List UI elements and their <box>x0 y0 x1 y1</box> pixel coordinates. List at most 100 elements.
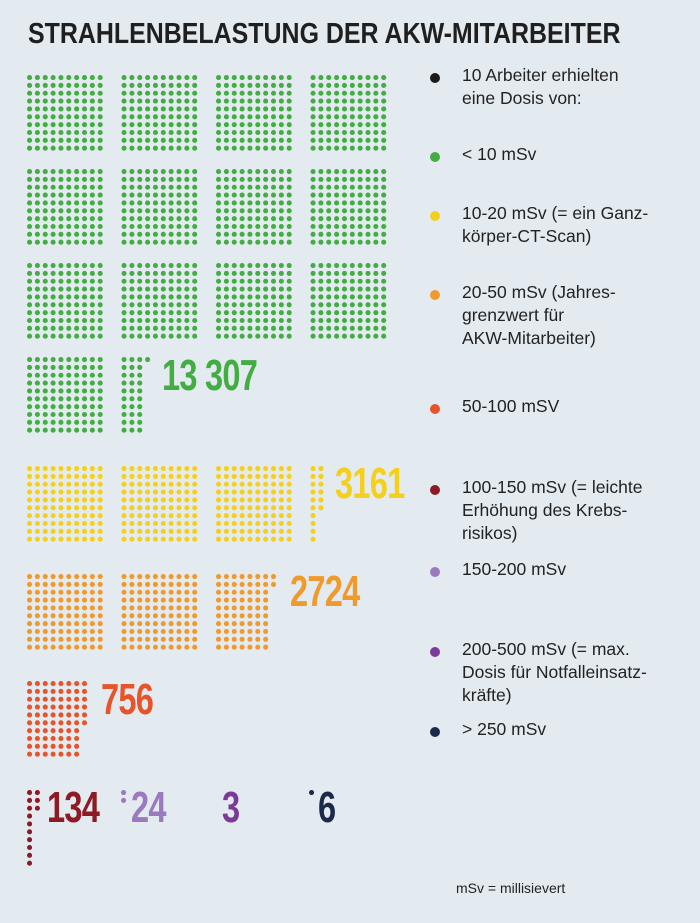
dot-cat-3 <box>34 751 40 757</box>
dot-cat-0 <box>176 184 182 190</box>
dot-cat-0 <box>231 310 237 316</box>
dot-cat-2 <box>74 605 80 611</box>
dot-cat-3 <box>81 712 88 718</box>
dot-cat-1 <box>247 466 253 472</box>
dot-cat-0 <box>349 200 355 206</box>
dot-cat-2 <box>152 589 158 595</box>
dot-cat-0 <box>373 98 379 104</box>
dot-cat-2 <box>58 621 64 627</box>
dot-cat-0 <box>66 169 72 175</box>
dot-cat-0 <box>184 106 190 112</box>
dot-cat-0 <box>286 333 292 339</box>
dot-cat-0 <box>231 286 237 292</box>
dot-cat-0 <box>357 325 363 331</box>
dot-cat-0 <box>216 333 222 339</box>
dot-cat-2 <box>145 597 151 603</box>
dot-cat-1 <box>239 505 245 511</box>
dot-cat-0 <box>89 270 95 276</box>
dot-cat-0 <box>74 380 80 386</box>
dot-cat-0 <box>129 106 135 112</box>
dot-cat-2 <box>89 589 95 595</box>
dot-cat-0 <box>129 192 135 198</box>
dot-cat-0 <box>145 325 151 331</box>
dot-cat-0 <box>326 270 332 276</box>
dot-cat-1 <box>184 466 190 472</box>
dot-cat-0 <box>81 333 88 339</box>
dot-cat-0 <box>247 106 253 112</box>
dot-cat-0 <box>152 278 158 284</box>
dot-cat-0 <box>365 325 371 331</box>
dot-cat-0 <box>349 325 355 331</box>
dot-cat-0 <box>278 145 284 151</box>
dot-cat-3 <box>27 688 33 694</box>
dot-cat-2 <box>137 597 143 603</box>
dot-cat-0 <box>89 184 95 190</box>
count-label-3: 756 <box>101 675 154 724</box>
dot-cat-0 <box>66 98 72 104</box>
dot-cat-0 <box>365 286 371 292</box>
dot-cat-0 <box>168 239 174 245</box>
dot-cat-1 <box>216 489 222 495</box>
dot-cat-1 <box>184 520 190 527</box>
dot-cat-0 <box>137 223 143 230</box>
dot-cat-2 <box>58 589 64 595</box>
dot-cat-0 <box>341 239 348 245</box>
dot-cat-0 <box>255 176 261 182</box>
dot-cat-0 <box>168 122 174 128</box>
dot-cat-0 <box>152 106 158 112</box>
dot-cat-0 <box>247 263 253 269</box>
dot-cat-3 <box>74 735 80 742</box>
dot-cat-0 <box>263 184 269 190</box>
dot-cat-2 <box>66 644 72 650</box>
dot-cat-0 <box>137 333 143 339</box>
dot-cat-0 <box>223 169 229 175</box>
dot-cat-2 <box>97 597 103 603</box>
dot-cat-0 <box>247 200 253 206</box>
dot-cat-0 <box>247 75 253 81</box>
dot-cat-0 <box>318 223 324 230</box>
dot-cat-0 <box>184 302 190 308</box>
dot-cat-3 <box>58 704 64 710</box>
dot-cat-0 <box>318 122 324 128</box>
dot-cat-0 <box>247 302 253 308</box>
dot-cat-0 <box>81 82 88 88</box>
dot-cat-1 <box>184 473 190 479</box>
dot-cat-2 <box>121 605 127 611</box>
dot-cat-0 <box>81 239 88 245</box>
dot-cat-0 <box>270 169 277 175</box>
dot-cat-0 <box>239 169 245 175</box>
dot-cat-0 <box>58 325 64 331</box>
dot-cat-0 <box>121 137 127 143</box>
dot-cat-0 <box>152 231 158 237</box>
dot-cat-0 <box>66 75 72 81</box>
dot-cat-2 <box>176 574 182 580</box>
dot-cat-0 <box>74 90 80 96</box>
dot-cat-0 <box>239 208 245 214</box>
dot-cat-0 <box>334 90 340 96</box>
dot-cat-0 <box>121 231 127 237</box>
dot-cat-0 <box>152 239 158 245</box>
dot-cat-2 <box>129 628 135 635</box>
dot-cat-4 <box>34 790 40 796</box>
count-label-1: 3161 <box>335 459 405 508</box>
dot-cat-0 <box>66 286 72 292</box>
dot-cat-1 <box>231 466 237 472</box>
dot-cat-0 <box>145 333 151 339</box>
legend-dot <box>430 290 440 300</box>
dot-cat-0 <box>152 216 158 222</box>
dot-cat-0 <box>239 184 245 190</box>
dot-cat-0 <box>247 82 253 88</box>
dot-cat-2 <box>81 581 88 587</box>
dot-cat-0 <box>231 122 237 128</box>
dot-cat-0 <box>334 184 340 190</box>
dot-cat-0 <box>263 286 269 292</box>
dot-cat-1 <box>27 473 33 479</box>
dot-cat-0 <box>341 317 348 324</box>
dot-cat-0 <box>184 239 190 245</box>
dot-cat-0 <box>129 208 135 214</box>
dot-cat-2 <box>97 644 103 650</box>
dot-cat-0 <box>310 98 316 104</box>
dot-cat-3 <box>66 688 72 694</box>
dot-cat-0 <box>152 294 158 300</box>
dot-cat-3 <box>42 712 48 718</box>
